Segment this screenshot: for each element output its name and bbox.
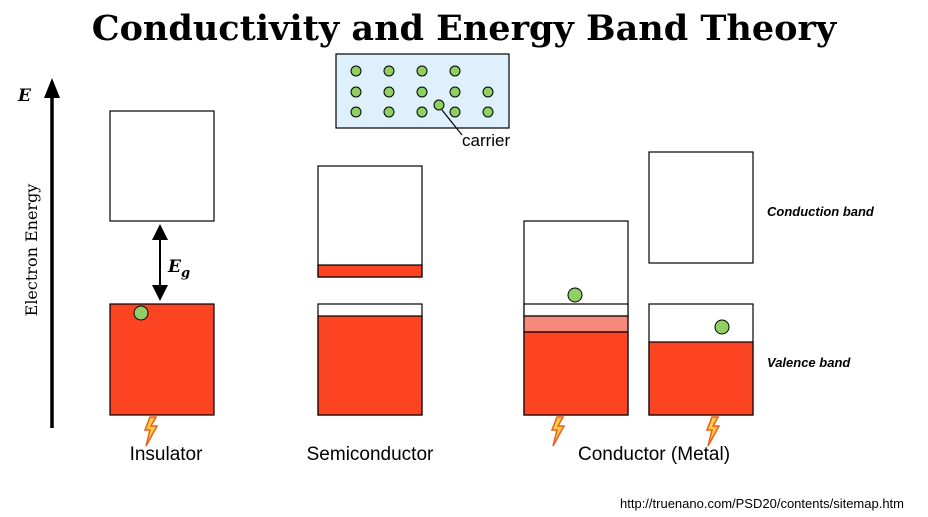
carrier-dot	[433, 99, 445, 111]
carrier-pointer	[441, 109, 463, 136]
lightning-icon	[550, 416, 566, 447]
conductor-conduction-band	[648, 151, 754, 264]
carrier-dot	[449, 106, 461, 118]
energy-axis-label: E	[17, 86, 32, 106]
conductor-label: Conductor (Metal)	[578, 444, 730, 465]
conductor-overlap-fill	[523, 331, 629, 416]
carrier-dot	[416, 86, 428, 98]
conductor-overlap-carrier	[567, 287, 583, 303]
band-gap-label: Eg	[167, 257, 190, 281]
energy-input-icons	[143, 416, 721, 447]
carrier-dot	[449, 86, 461, 98]
semiconductor-label: Semiconductor	[307, 444, 434, 465]
carrier-dot	[383, 65, 395, 77]
conductor-partial-carrier	[714, 319, 730, 335]
insulator-bands	[109, 110, 215, 416]
conductor-overlap-divider	[523, 303, 629, 317]
semiconductor-valence-fill	[317, 315, 423, 416]
carrier-dot	[482, 106, 494, 118]
valence-band-label: Valence band	[767, 355, 851, 370]
carrier-dot	[350, 65, 362, 77]
insulator-carrier	[133, 305, 149, 321]
carrier-dot	[350, 106, 362, 118]
carrier-dot	[383, 86, 395, 98]
band-gap-subscript: g	[181, 266, 190, 281]
insulator-valence-band	[109, 303, 215, 416]
carrier-dot	[416, 65, 428, 77]
conductor-overlap-bands	[523, 220, 629, 416]
carrier-dot	[383, 106, 395, 118]
semiconductor-conduction-electrons	[317, 264, 423, 278]
semiconductor-bands	[317, 165, 423, 416]
carrier-label: carrier	[462, 131, 511, 150]
energy-axis-arrowhead	[44, 78, 60, 98]
conduction-band-label: Conduction band	[767, 204, 875, 219]
semiconductor-conduction-band	[317, 165, 423, 278]
carrier-inset	[335, 53, 510, 136]
carrier-dot	[449, 65, 461, 77]
lightning-icon	[705, 416, 721, 447]
insulator-conduction-band	[109, 110, 215, 222]
carrier-dot	[482, 86, 494, 98]
source-url: http://truenano.com/PSD20/contents/sitem…	[620, 496, 904, 511]
band-gap-symbol: E	[167, 257, 182, 277]
insulator-label: Insulator	[130, 444, 204, 465]
conductor-partial-bands	[648, 151, 754, 416]
electron-energy-label: Electron Energy	[22, 184, 41, 317]
carrier-dot	[416, 106, 428, 118]
lightning-icon	[143, 416, 159, 447]
conductor-valence-fill	[648, 341, 754, 416]
carrier-dot	[350, 86, 362, 98]
conductor-overlap-light-fill	[523, 315, 629, 333]
page-title: Conductivity and Energy Band Theory	[92, 8, 838, 49]
